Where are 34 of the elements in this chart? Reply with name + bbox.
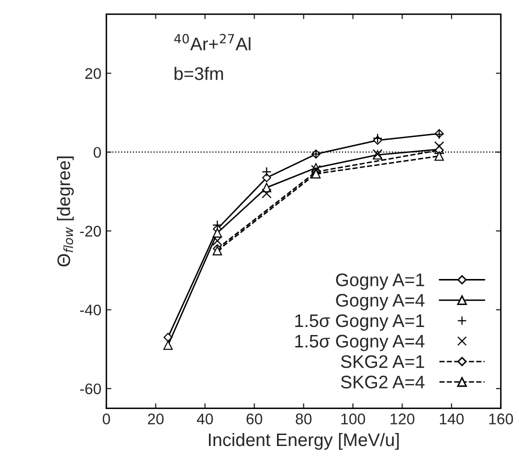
legend-label: SKG2 A=1 [341, 355, 424, 368]
x-tick-label: 100 [341, 414, 366, 424]
annotation: b=3fm [174, 66, 223, 80]
x-axis-title: Incident Energy [MeV/u] [208, 432, 399, 450]
y-tick-label: 0 [94, 146, 101, 158]
x-tick-label: 80 [296, 414, 312, 424]
point [212, 228, 222, 238]
y-tick-label: 20 [85, 68, 101, 79]
legend-label: SKG2 A=4 [341, 376, 424, 388]
point [262, 166, 272, 177]
y-tick-label: -60 [80, 383, 101, 394]
point [372, 133, 383, 144]
legend-label: Gogny A=4 [336, 294, 424, 310]
y-tick-label: -20 [80, 226, 101, 237]
point [212, 220, 222, 230]
x-tick-label: 40 [196, 414, 213, 424]
legend-label: 1.5σ Gogny A=1 [295, 314, 424, 331]
point [434, 151, 444, 161]
y-axis-title: Θ$_{flow}$ [degree] [56, 156, 74, 266]
legend-label: 1.5σ Gogny A=4 [295, 334, 424, 352]
x-tick-label: 140 [440, 414, 464, 424]
point [212, 236, 222, 246]
point [434, 141, 444, 152]
y-tick-label: -40 [80, 304, 101, 316]
point [262, 188, 272, 198]
annotation: $^{40}$Ar+$^{27}$Al [174, 34, 250, 50]
legend-label: Gogny A=1 [336, 273, 424, 290]
x-tick-label: 60 [246, 414, 262, 424]
point [163, 340, 173, 350]
x-tick-label: 20 [148, 414, 164, 424]
x-tick-label: 120 [390, 414, 414, 424]
point [262, 173, 272, 182]
x-tick-label: 0 [102, 414, 110, 424]
x-tick-label: 160 [489, 414, 513, 424]
